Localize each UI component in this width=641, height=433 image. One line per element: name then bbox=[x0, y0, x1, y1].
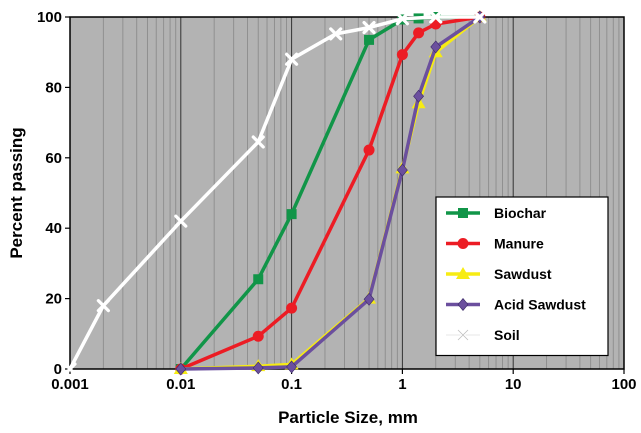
acid-sawdust-point-shape bbox=[413, 89, 424, 103]
acid-sawdust-point-shape bbox=[252, 361, 264, 375]
soil-point bbox=[96, 299, 110, 313]
soil-point-shape bbox=[395, 12, 409, 26]
soil-point bbox=[429, 10, 443, 24]
series-acid-sawdust bbox=[175, 10, 486, 376]
plot-frame bbox=[69, 16, 625, 370]
y-axis-title: Percent passing bbox=[7, 127, 26, 258]
manure-point-shape bbox=[413, 27, 425, 39]
biochar-point bbox=[286, 209, 297, 220]
soil-point bbox=[174, 214, 188, 228]
legend-label: Manure bbox=[494, 236, 544, 252]
x-tick-label: 0.01 bbox=[166, 376, 195, 393]
axis-ticks: 0.001 0.01 0.1 1 10 100 0 20 40 60 80 100 bbox=[37, 9, 637, 393]
acid-sawdust-point bbox=[363, 292, 375, 306]
soil-point-shape bbox=[329, 27, 343, 41]
acid-sawdust-point bbox=[430, 40, 442, 54]
soil-point bbox=[395, 12, 409, 26]
legend-marker-shape bbox=[457, 298, 469, 311]
legend-label: Soil bbox=[494, 327, 520, 343]
acid-sawdust-point bbox=[413, 89, 424, 103]
data-series bbox=[63, 10, 487, 376]
manure-point-shape bbox=[252, 330, 264, 342]
manure-point bbox=[396, 49, 408, 61]
soil-point-shape bbox=[96, 299, 110, 313]
manure-point bbox=[413, 27, 425, 39]
soil-point bbox=[285, 52, 299, 66]
legend-marker bbox=[457, 298, 469, 311]
soil-point-shape bbox=[174, 214, 188, 228]
biochar-point-shape bbox=[253, 274, 264, 285]
soil-point-shape bbox=[251, 135, 265, 149]
series-soil bbox=[63, 10, 487, 376]
acid-sawdust-point-shape bbox=[363, 292, 375, 306]
legend-label: Biochar bbox=[494, 205, 547, 221]
acid-sawdust-point bbox=[175, 362, 187, 376]
legend-marker-outline bbox=[457, 329, 469, 341]
legend-marker-shape bbox=[457, 238, 469, 249]
soil-point-shape bbox=[285, 52, 299, 66]
manure-point bbox=[252, 330, 264, 342]
y-tick-label: 40 bbox=[45, 220, 62, 237]
acid-sawdust-point-shape bbox=[286, 360, 297, 374]
x-tick-label: 0.001 bbox=[51, 376, 89, 393]
x-tick-label: 10 bbox=[505, 376, 522, 393]
acid-sawdust-point bbox=[252, 361, 264, 375]
manure-point-shape bbox=[286, 302, 298, 314]
legend-item-manure: Manure bbox=[446, 236, 544, 252]
acid-sawdust-point bbox=[397, 163, 408, 177]
y-tick-label: 20 bbox=[45, 291, 62, 308]
acid-sawdust-point bbox=[286, 360, 297, 374]
biochar-point-shape bbox=[286, 209, 297, 220]
legend-label: Sawdust bbox=[494, 266, 552, 282]
legend-marker bbox=[456, 267, 470, 279]
y-tick-label: 0 bbox=[54, 361, 62, 378]
acid-sawdust-point-shape bbox=[430, 40, 442, 54]
plot-area bbox=[69, 16, 625, 370]
manure-point-shape bbox=[363, 144, 375, 156]
legend-item-soil: Soil bbox=[446, 327, 520, 343]
acid-sawdust-point-shape bbox=[175, 362, 187, 376]
x-axis-title: Particle Size, mm bbox=[278, 408, 418, 427]
soil-point bbox=[362, 20, 376, 35]
legend-item-acid-sawdust: Acid Sawdust bbox=[446, 297, 586, 313]
soil-point bbox=[251, 135, 265, 149]
soil-point bbox=[329, 27, 343, 41]
biochar-point-shape bbox=[364, 34, 375, 45]
soil-point bbox=[473, 10, 487, 24]
manure-point bbox=[286, 302, 298, 314]
y-tick-label: 60 bbox=[45, 150, 62, 167]
legend-item-sawdust: Sawdust bbox=[446, 266, 552, 282]
legend-marker-shape bbox=[458, 208, 468, 218]
acid-sawdust-point-shape bbox=[397, 163, 408, 177]
legend-marker bbox=[458, 208, 468, 218]
soil-point bbox=[63, 362, 77, 376]
x-tick-label: 1 bbox=[398, 376, 406, 393]
biochar-point bbox=[253, 274, 264, 285]
soil-point-shape bbox=[362, 20, 376, 35]
y-tick-label: 100 bbox=[37, 9, 62, 26]
manure-point bbox=[363, 144, 375, 156]
manure-point-shape bbox=[396, 49, 408, 61]
biochar-point bbox=[364, 34, 375, 45]
x-tick-label: 0.1 bbox=[281, 376, 302, 393]
legend-marker-shape bbox=[456, 267, 470, 279]
acid-sawdust-line bbox=[180, 15, 481, 371]
legend-item-biochar: Biochar bbox=[446, 205, 547, 221]
x-tick-label: 100 bbox=[611, 376, 636, 393]
y-tick-label: 80 bbox=[45, 79, 62, 96]
soil-point-shape bbox=[473, 10, 487, 24]
legend: Biochar Manure Sawdust Acid Sawdust Soil bbox=[435, 196, 609, 357]
legend-marker bbox=[457, 238, 469, 249]
legend-label: Acid Sawdust bbox=[494, 297, 586, 313]
soil-point-shape bbox=[63, 362, 77, 376]
soil-line bbox=[68, 15, 480, 370]
soil-point-shape bbox=[429, 10, 443, 24]
